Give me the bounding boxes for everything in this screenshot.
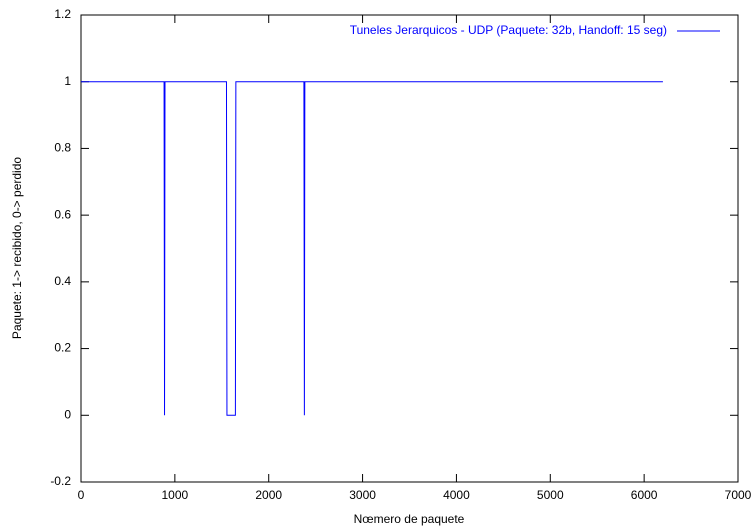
y-tick-label: 1 [64,74,71,88]
y-tick-label: 1.2 [54,7,71,21]
x-tick-label: 3000 [349,488,376,502]
legend-label: Tuneles Jerarquicos - UDP (Paquete: 32b,… [350,23,667,37]
x-tick-label: 4000 [443,488,470,502]
y-axis-label: Paquete: 1-> recibido, 0-> perdido [10,157,24,339]
x-tick-label: 1000 [162,488,189,502]
x-tick-label: 5000 [537,488,564,502]
y-tick-label: 0.4 [54,274,71,288]
data-line [81,81,663,416]
x-tick-label: 2000 [255,488,282,502]
y-tick-label: 0 [64,407,71,421]
y-tick-label: 0.6 [54,207,71,221]
y-tick-label: 0.8 [54,141,71,155]
x-tick-label: 7000 [725,488,752,502]
x-axis-label: Nœmero de paquete [354,512,465,526]
y-tick-label: 0.2 [54,341,71,355]
x-tick-label: 0 [78,488,85,502]
plot-frame [80,14,739,483]
x-tick-label: 6000 [631,488,658,502]
y-tick-label: -0.2 [50,474,71,488]
